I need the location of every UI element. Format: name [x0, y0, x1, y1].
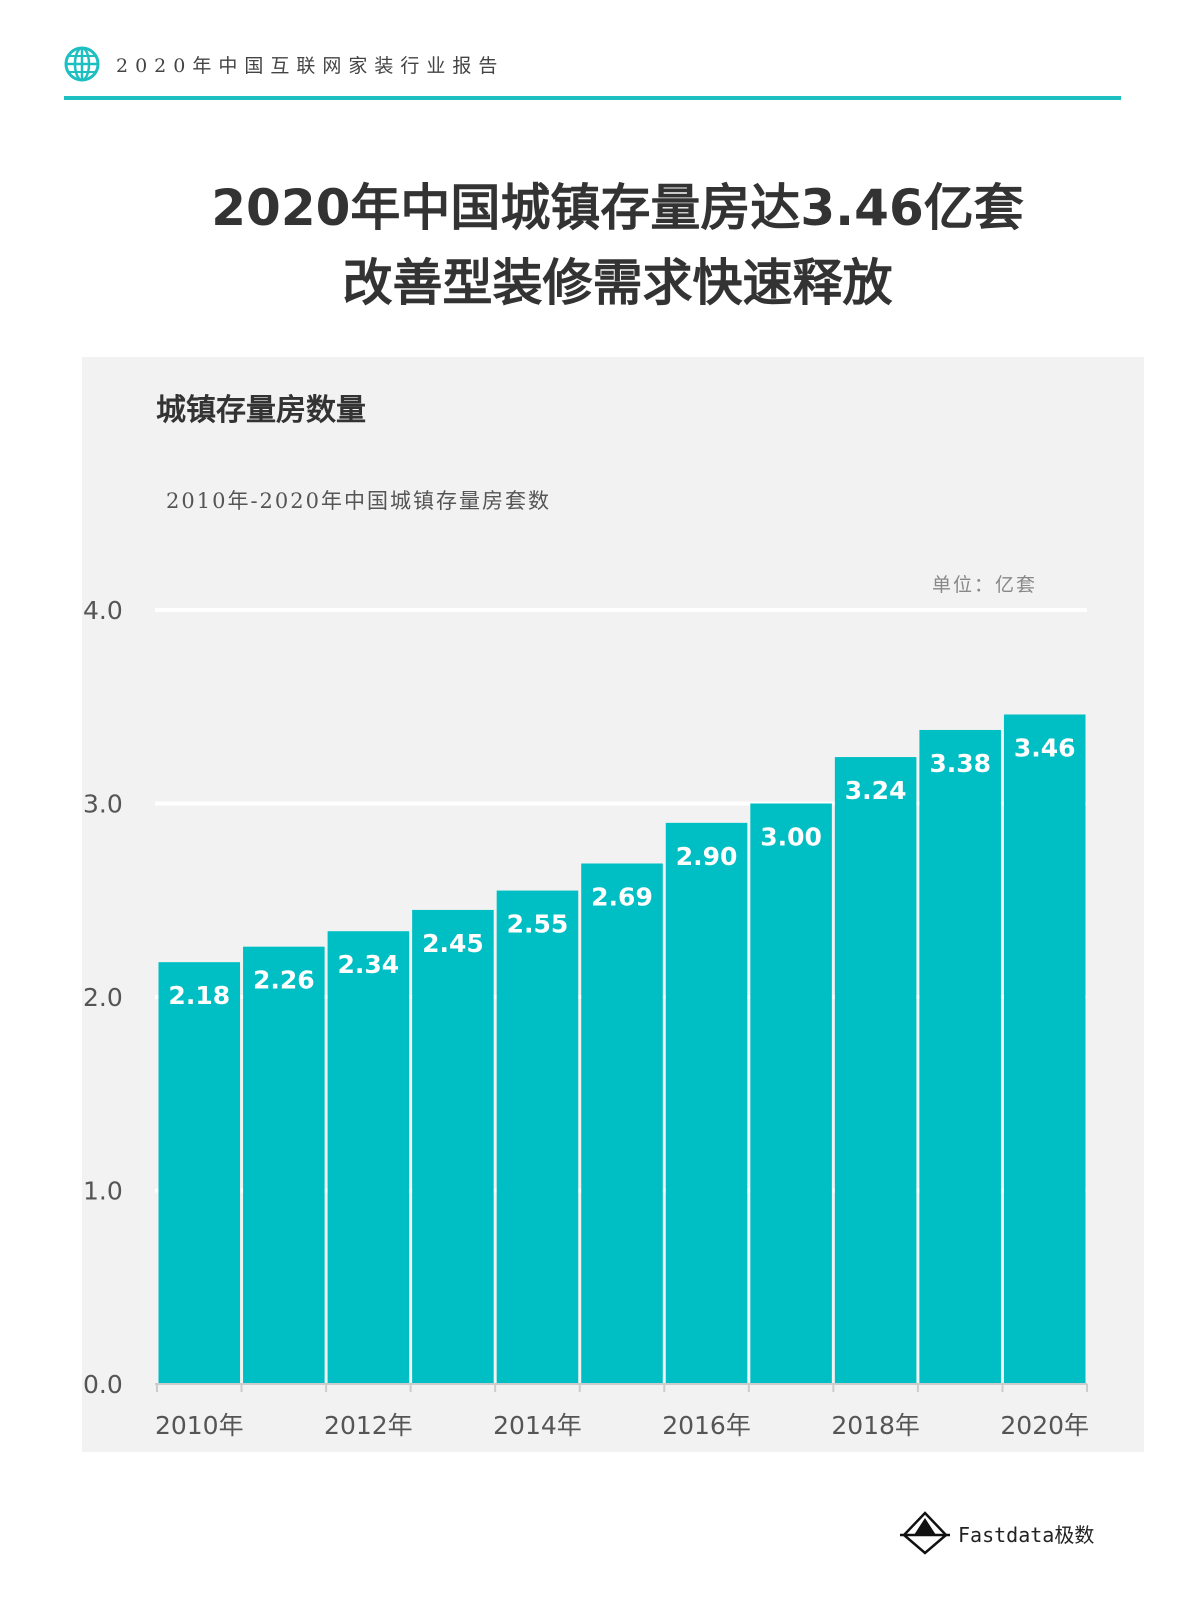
data-label: 2.55 — [507, 910, 569, 939]
report-header: 2020年中国互联网家装行业报告 — [64, 46, 504, 82]
data-label: 3.38 — [929, 749, 991, 778]
y-tick-label: 1.0 — [83, 1177, 123, 1206]
globe-icon — [64, 46, 100, 82]
y-tick-label: 0.0 — [83, 1370, 123, 1399]
chart-subtitle: 2010年-2020年中国城镇存量房套数 — [166, 489, 551, 513]
brand-logo: Fastdata极数 — [900, 1510, 1094, 1556]
bar — [1003, 714, 1086, 1384]
data-label: 3.46 — [1014, 733, 1076, 762]
bar — [412, 909, 494, 1384]
data-label: 2.69 — [591, 882, 653, 911]
bar — [665, 822, 748, 1384]
data-label: 2.18 — [168, 981, 230, 1010]
bar — [496, 890, 579, 1384]
y-tick-label: 4.0 — [83, 596, 123, 625]
bar — [327, 931, 410, 1384]
y-tick-label: 2.0 — [83, 983, 123, 1012]
data-label: 2.34 — [338, 950, 400, 979]
page-title-line2: 改善型装修需求快速释放 — [342, 254, 893, 312]
data-label: 2.45 — [422, 929, 484, 958]
bar — [834, 757, 917, 1384]
x-tick-label: 2018年 — [831, 1411, 920, 1440]
x-tick-label: 2010年 — [155, 1411, 244, 1440]
data-label: 3.24 — [845, 776, 907, 805]
data-label: 2.90 — [676, 842, 738, 871]
mountain-logo-icon — [900, 1511, 950, 1555]
bar — [750, 803, 832, 1384]
chart-unit: 单位：亿套 — [932, 574, 1038, 596]
data-label: 3.00 — [760, 823, 822, 852]
x-tick-label: 2016年 — [662, 1411, 751, 1440]
y-tick-label: 3.0 — [83, 790, 123, 819]
page-title-line1: 2020年中国城镇存量房达3.46亿套 — [211, 179, 1024, 237]
x-tick-label: 2012年 — [324, 1411, 413, 1440]
x-tick-label: 2014年 — [493, 1411, 582, 1440]
bar — [158, 962, 241, 1384]
bar — [243, 946, 325, 1384]
x-tick-label: 2020年 — [1000, 1411, 1089, 1440]
bar — [919, 729, 1001, 1384]
report-title: 2020年中国互联网家装行业报告 — [116, 54, 505, 77]
brand-name: Fastdata极数 — [958, 1522, 1095, 1547]
data-label: 2.26 — [253, 966, 315, 995]
header-divider — [64, 96, 1121, 100]
bar — [581, 863, 663, 1384]
chart-title: 城镇存量房数量 — [156, 393, 366, 428]
